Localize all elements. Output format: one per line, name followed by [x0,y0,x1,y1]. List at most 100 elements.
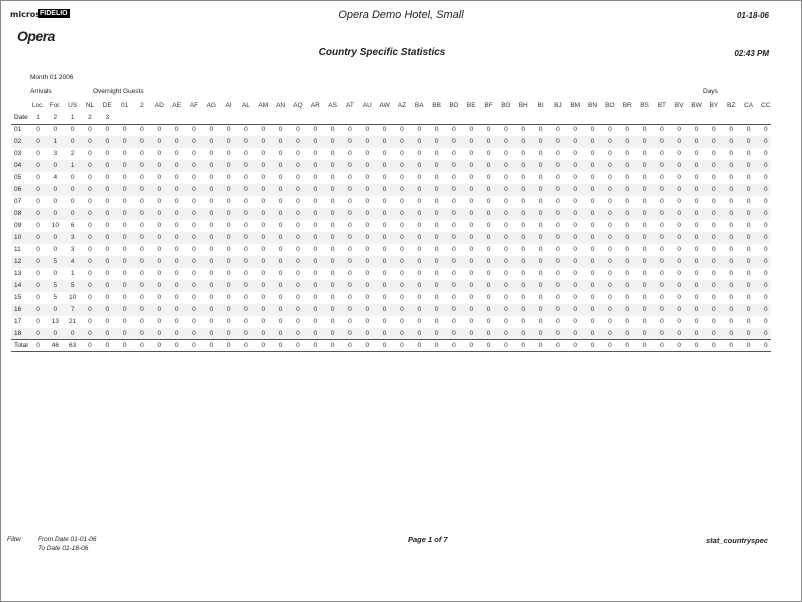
cell-value: 0 [400,150,404,157]
cell-value: 0 [521,198,526,205]
cell-value: 0 [729,258,733,265]
cell-value: 0 [729,186,733,193]
row-date: 11 [14,246,21,253]
cell-value: 0 [729,234,733,241]
cell-value: 0 [521,162,526,169]
column-header: AU [362,102,372,109]
column-header: AE [172,102,181,109]
cell-value: 0 [382,294,387,301]
cell-value: 0 [278,126,283,133]
cell-value: 0 [642,234,647,241]
cell-value: 0 [105,342,110,349]
cell-value: 0 [330,306,335,313]
cell-value: 0 [746,222,751,229]
cell-value: 1 [70,162,75,169]
cell-value: 0 [417,306,422,313]
cell-value: 0 [677,342,682,349]
cell-value: 0 [712,222,716,229]
cell-value: 0 [261,138,266,145]
cell-value: 0 [556,126,560,133]
cell-value: 0 [608,162,612,169]
cell-value: 0 [452,126,456,133]
cell-value: 0 [746,174,751,181]
cell-value: 0 [521,150,526,157]
cell-value: 0 [365,186,370,193]
cell-value: 0 [209,246,214,253]
cell-value: 0 [36,282,40,289]
print-date: 01-18-06 [736,11,769,20]
cell-value: 0 [174,318,179,325]
cell-value: 0 [209,198,214,205]
cell-value: 0 [452,306,456,313]
cell-value: 0 [278,186,283,193]
cell-value: 0 [296,174,300,181]
cell-value: 5 [53,282,58,289]
cell-value: 4 [70,258,75,265]
cell-value: 0 [417,246,422,253]
cell-value: 0 [174,222,179,229]
cell-value: 0 [608,138,612,145]
cell-value: 0 [625,234,630,241]
cell-value: 0 [625,210,630,217]
cell-value: 0 [157,138,162,145]
column-header: BI [537,102,544,109]
column-header: AD [154,102,164,109]
row-date: 13 [14,270,22,277]
cell-value: 0 [486,162,491,169]
cell-value: 0 [348,174,352,181]
cell-value: 0 [677,198,682,205]
cell-value: 0 [486,138,491,145]
cell-value: 0 [642,198,647,205]
cell-value: 0 [729,174,733,181]
cell-value: 0 [712,330,716,337]
column-header: AQ [293,102,303,109]
cell-value: 0 [140,270,144,277]
cell-value: 0 [434,198,439,205]
row-date: 18 [14,330,22,337]
row-stripe [11,280,771,292]
cell-value: 0 [556,150,560,157]
cell-value: 0 [140,126,144,133]
cell-value: 0 [296,126,300,133]
cell-value: 0 [746,270,751,277]
cell-value: 0 [660,270,664,277]
cell-value: 0 [521,174,526,181]
cell-value: 0 [261,186,266,193]
cell-value: 0 [764,186,768,193]
cell-value: 0 [746,162,751,169]
cell-value: 0 [434,138,439,145]
cell-value: 0 [365,210,370,217]
row-date: 16 [14,306,22,313]
row-date: 09 [14,222,22,229]
column-header: AZ [397,102,407,109]
cell-value: 0 [244,162,248,169]
cell-value: 0 [244,318,248,325]
cell-value: 0 [764,138,768,145]
cell-value: 0 [70,198,75,205]
cell-value: 0 [174,342,179,349]
cell-value: 0 [764,210,768,217]
cell-value: 0 [105,162,110,169]
cell-value: 0 [729,138,733,145]
cell-value: 0 [452,294,456,301]
cell-value: 0 [226,222,231,229]
cell-value: 0 [694,306,699,313]
cell-value: 0 [608,186,612,193]
cell-value: 0 [469,246,474,253]
cell-value: 0 [261,330,266,337]
cell-value: 0 [105,126,110,133]
cell-value: 0 [192,246,196,253]
cell-value: 0 [573,186,578,193]
cell-value: 0 [521,258,526,265]
cell-value: 0 [764,198,768,205]
cell-value: 0 [538,138,543,145]
cell-value: 0 [174,246,179,253]
column-header: AL [241,102,250,109]
row-date: 15 [14,294,22,301]
cell-value: 0 [209,306,214,313]
cell-value: 0 [504,174,508,181]
cell-value: 0 [330,294,335,301]
cell-value: 0 [122,186,127,193]
cell-value: 0 [330,270,335,277]
cell-value: 0 [729,162,733,169]
